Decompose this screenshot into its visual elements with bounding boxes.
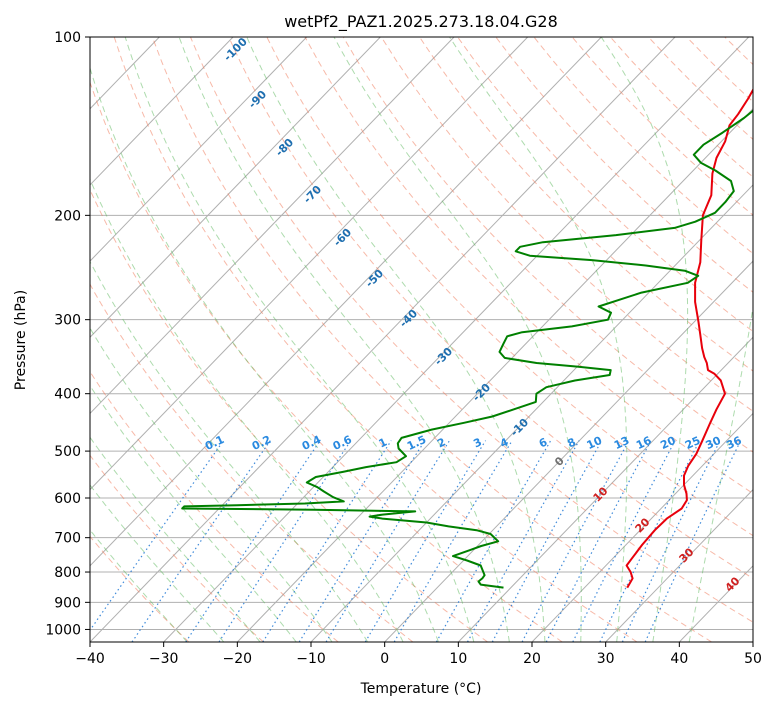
mixing-ratio-line (435, 440, 552, 642)
plot-frame (89, 36, 754, 643)
isotherm-line (90, 37, 234, 186)
moist-adiabat (449, 37, 628, 642)
moist-adiabat (178, 37, 510, 642)
isotherm-line (90, 37, 381, 338)
dewpoint-profile-line (181, 109, 753, 589)
mixing-ratio-label: 16 (634, 434, 654, 452)
isotherm-line (236, 108, 753, 642)
isotherm-line (605, 488, 753, 642)
y-tick-label: 200 (54, 208, 81, 224)
x-tick-label: −10 (296, 651, 326, 667)
isotherm-line (163, 37, 750, 642)
dry-adiabat (495, 37, 753, 293)
moist-adiabat (90, 436, 261, 642)
mixing-ratio-line (572, 440, 676, 642)
mixing-ratio-label: 20 (658, 434, 678, 452)
x-tick-label: 40 (670, 651, 688, 667)
dry-adiabat (90, 454, 264, 642)
isotherm-line (457, 336, 753, 642)
y-tick-label: 100 (54, 30, 81, 46)
mixing-ratio-line (218, 440, 352, 642)
x-tick-label: 50 (744, 651, 762, 667)
moist-adiabat (124, 37, 475, 642)
x-tick-label: −40 (75, 651, 105, 667)
dry-adiabat (90, 188, 488, 642)
y-axis-label: Pressure (hPa) (13, 290, 29, 390)
y-tick-label: 1000 (45, 622, 81, 638)
mixing-ratio-label: 10 (585, 434, 605, 452)
isotherm-line (384, 260, 753, 642)
moist-adiabat (688, 304, 753, 642)
mixing-ratio-line (90, 440, 225, 632)
mixing-ratio-line (599, 440, 701, 642)
isotherm-line (90, 37, 455, 415)
sounding-profiles (181, 87, 753, 589)
dry-adiabat (190, 37, 753, 623)
skewed-isotherms (90, 37, 753, 642)
moist-adiabat (600, 37, 689, 642)
dry-adiabat (90, 80, 563, 642)
dry-adiabat (90, 283, 414, 642)
moist-adiabat (90, 260, 369, 642)
mixing-ratio-label: 25 (683, 434, 702, 452)
dry-adiabat (113, 37, 638, 642)
y-tick-label: 800 (54, 565, 81, 581)
y-tick-label: 900 (54, 595, 81, 611)
moist-adiabat (246, 37, 546, 642)
x-tick-label: −20 (223, 651, 253, 667)
x-axis-ticks: −40 −30 −20 −10 0 10 20 30 40 50 (75, 642, 762, 667)
plot-area (90, 37, 753, 642)
mixing-ratio-line (521, 440, 630, 642)
isotherm-line (90, 37, 529, 491)
chart-title: wetPf2_PAZ1.2025.273.18.04.G28 (284, 12, 558, 32)
mixing-ratio-line (491, 440, 603, 642)
x-tick-label: 20 (523, 651, 541, 667)
y-tick-label: 300 (54, 313, 81, 329)
isotherm-line (90, 37, 676, 642)
mixing-ratio-line (466, 440, 580, 642)
moist-adiabat (90, 484, 225, 642)
moist-adiabat (90, 384, 297, 642)
x-tick-label: 10 (449, 651, 467, 667)
mixing-ratio-line (644, 440, 742, 642)
mixing-ratio-lines (90, 440, 742, 642)
mixing-ratio-label: 36 (724, 434, 744, 452)
isotherm-line (90, 37, 602, 567)
mixing-ratio-line (364, 440, 487, 642)
mixing-ratio-label: 13 (612, 434, 631, 452)
mixing-ratio-line (545, 440, 652, 642)
x-tick-label: 30 (597, 651, 615, 667)
x-tick-label: 0 (380, 651, 389, 667)
moist-adiabat (90, 327, 333, 642)
isotherm-line (90, 37, 308, 262)
isotherm-line (531, 412, 753, 642)
y-tick-label: 600 (54, 491, 81, 507)
mixing-ratio-line (621, 440, 721, 642)
mixing-ratio-line (325, 440, 451, 642)
mixing-ratio-line (393, 440, 513, 642)
x-axis-label: Temperature (°C) (360, 681, 482, 697)
y-tick-label: 400 (54, 387, 81, 403)
mixing-ratio-line (298, 440, 426, 642)
moist-adiabat (90, 66, 439, 642)
x-tick-label: −30 (149, 651, 179, 667)
y-tick-label: 500 (54, 444, 81, 460)
mixing-ratio-label: 30 (704, 434, 724, 452)
y-tick-label: 700 (54, 531, 81, 547)
y-axis-ticks: 100 200 300 400 500 600 700 800 900 1000 (45, 30, 90, 638)
